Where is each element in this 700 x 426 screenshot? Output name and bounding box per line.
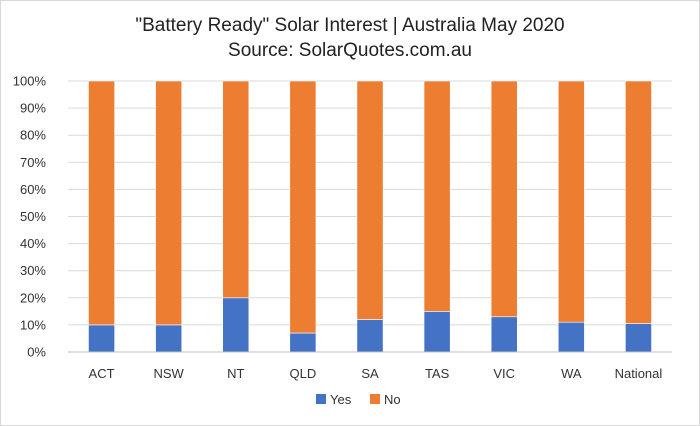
bars	[88, 80, 652, 353]
y-tick-label: 60%	[20, 182, 46, 197]
y-tick-label: 70%	[20, 155, 46, 170]
bar-segment-yes-vic	[490, 316, 518, 353]
bar-segment-no-vic	[490, 80, 518, 318]
y-tick-label: 50%	[20, 209, 46, 224]
y-tick-label: 20%	[20, 290, 46, 305]
bar-segment-no-national	[625, 80, 652, 324]
y-tick-label: 100%	[13, 74, 47, 89]
bar-segment-no-nt	[222, 80, 250, 299]
x-tick-label: TAS	[425, 366, 450, 381]
bar-segment-no-sa	[356, 80, 384, 320]
y-tick-label: 40%	[20, 236, 46, 251]
bar-segment-no-nsw	[155, 80, 183, 326]
y-tick-label: 90%	[20, 101, 46, 116]
bar-segment-yes-national	[625, 323, 652, 353]
x-tick-label: QLD	[290, 366, 317, 381]
y-tick-label: 0%	[27, 345, 46, 360]
bar-segment-yes-qld	[289, 332, 317, 353]
bar-segment-yes-sa	[356, 319, 384, 353]
legend-swatch-yes	[316, 394, 326, 404]
x-tick-label: VIC	[493, 366, 515, 381]
legend-label-no: No	[384, 392, 401, 407]
bar-segment-yes-act	[88, 324, 115, 353]
bar-segment-no-act	[88, 80, 115, 326]
bar-segment-yes-nsw	[155, 324, 183, 353]
bar-segment-no-wa	[557, 80, 585, 323]
x-axis: ACT NSW NT QLD SA TAS VIC WA National	[68, 351, 672, 381]
y-tick-label: 80%	[20, 128, 46, 143]
y-tick-label: 30%	[20, 263, 46, 278]
x-tick-label: NT	[227, 366, 244, 381]
bar-segment-no-tas	[423, 80, 451, 312]
bar-segment-no-qld	[289, 80, 317, 334]
x-tick-label: NSW	[153, 366, 184, 381]
chart-title: "Battery Ready" Solar Interest | Austral…	[135, 15, 564, 36]
legend-swatch-no	[370, 394, 380, 404]
x-tick-label: ACT	[89, 366, 115, 381]
chart-subtitle: Source: SolarQuotes.com.au	[228, 40, 472, 61]
x-tick-label: National	[615, 366, 663, 381]
legend: Yes No	[316, 392, 401, 407]
legend-label-yes: Yes	[330, 392, 352, 407]
y-tick-label: 10%	[20, 317, 46, 332]
bar-segment-yes-nt	[222, 297, 250, 353]
bar-segment-yes-wa	[557, 321, 585, 353]
x-tick-label: WA	[561, 366, 582, 381]
bar-segment-yes-tas	[423, 311, 451, 353]
y-axis: 0% 10% 20% 30% 40% 50% 60% 70% 80% 90% 100%	[13, 74, 47, 360]
x-tick-label: SA	[361, 366, 379, 381]
